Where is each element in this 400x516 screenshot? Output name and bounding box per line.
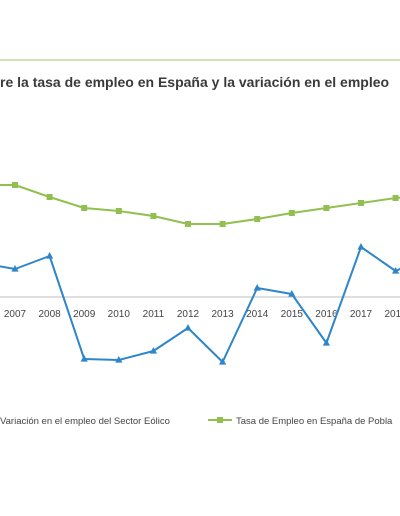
chart-title: re la tasa de empleo en España y la vari… [0,74,389,90]
legend: Variación en el empleo del Sector Eólico… [0,416,393,427]
series-layer [0,182,400,365]
x-tick-labels: 2007 2008 2009 2010 2011 2012 2013 2014 2015 2016… [4,309,400,320]
data-point-triangle [288,290,296,297]
data-point-triangle [115,356,123,363]
data-point-square [323,205,330,211]
data-point-square [150,213,157,219]
x-tick-label: 2016 [315,309,338,320]
data-point-square [115,208,122,214]
data-point-triangle [11,265,19,272]
x-tick-label: 2012 [177,309,200,320]
data-point-square [46,194,53,200]
x-tick-label: 2009 [73,309,96,320]
data-point-square [358,200,364,206]
data-point-triangle [219,358,227,365]
x-tick-label: 2014 [246,309,269,320]
x-tick-label: 2008 [38,309,61,320]
data-point-triangle [80,355,88,362]
data-point-square [392,195,399,201]
x-tick-label: 2013 [211,309,234,320]
legend-label: Variación en el empleo del Sector Eólico [0,416,170,427]
data-point-triangle [253,284,261,291]
data-point-square [219,221,226,227]
x-tick-label: 2015 [281,309,304,320]
x-tick-label: 2011 [143,309,165,320]
data-point-triangle [184,324,192,331]
x-tick-label: 2017 [350,309,373,320]
legend-marker-square [217,417,223,423]
data-point-square [81,205,88,211]
data-point-square [12,182,18,188]
series-line-1 [0,246,400,363]
data-point-square [185,221,191,227]
legend-label: Tasa de Empleo en España de Pobla [236,416,393,427]
x-tick-label: 2018 [384,309,400,320]
data-point-triangle [149,347,157,354]
x-tick-label: 2007 [4,309,27,320]
series-line-0 [0,184,400,225]
x-tick-label: 2010 [108,309,131,320]
data-point-triangle [322,339,330,346]
data-point-triangle [357,243,365,250]
data-point-triangle [46,252,54,259]
data-point-square [288,210,295,216]
data-point-square [254,216,261,222]
data-point-triangle [392,267,400,274]
